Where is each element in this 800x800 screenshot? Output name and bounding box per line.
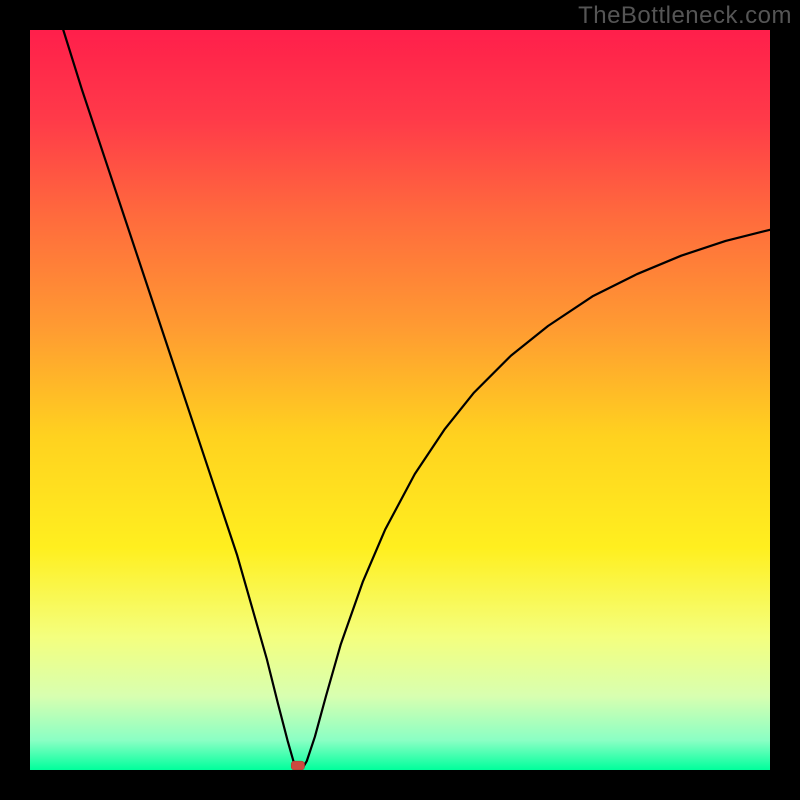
source-watermark: TheBottleneck.com xyxy=(578,2,792,30)
optimal-point-marker xyxy=(291,761,304,770)
bottleneck-chart xyxy=(0,0,800,800)
chart-stage: TheBottleneck.com xyxy=(0,0,800,800)
plot-background xyxy=(30,30,770,770)
